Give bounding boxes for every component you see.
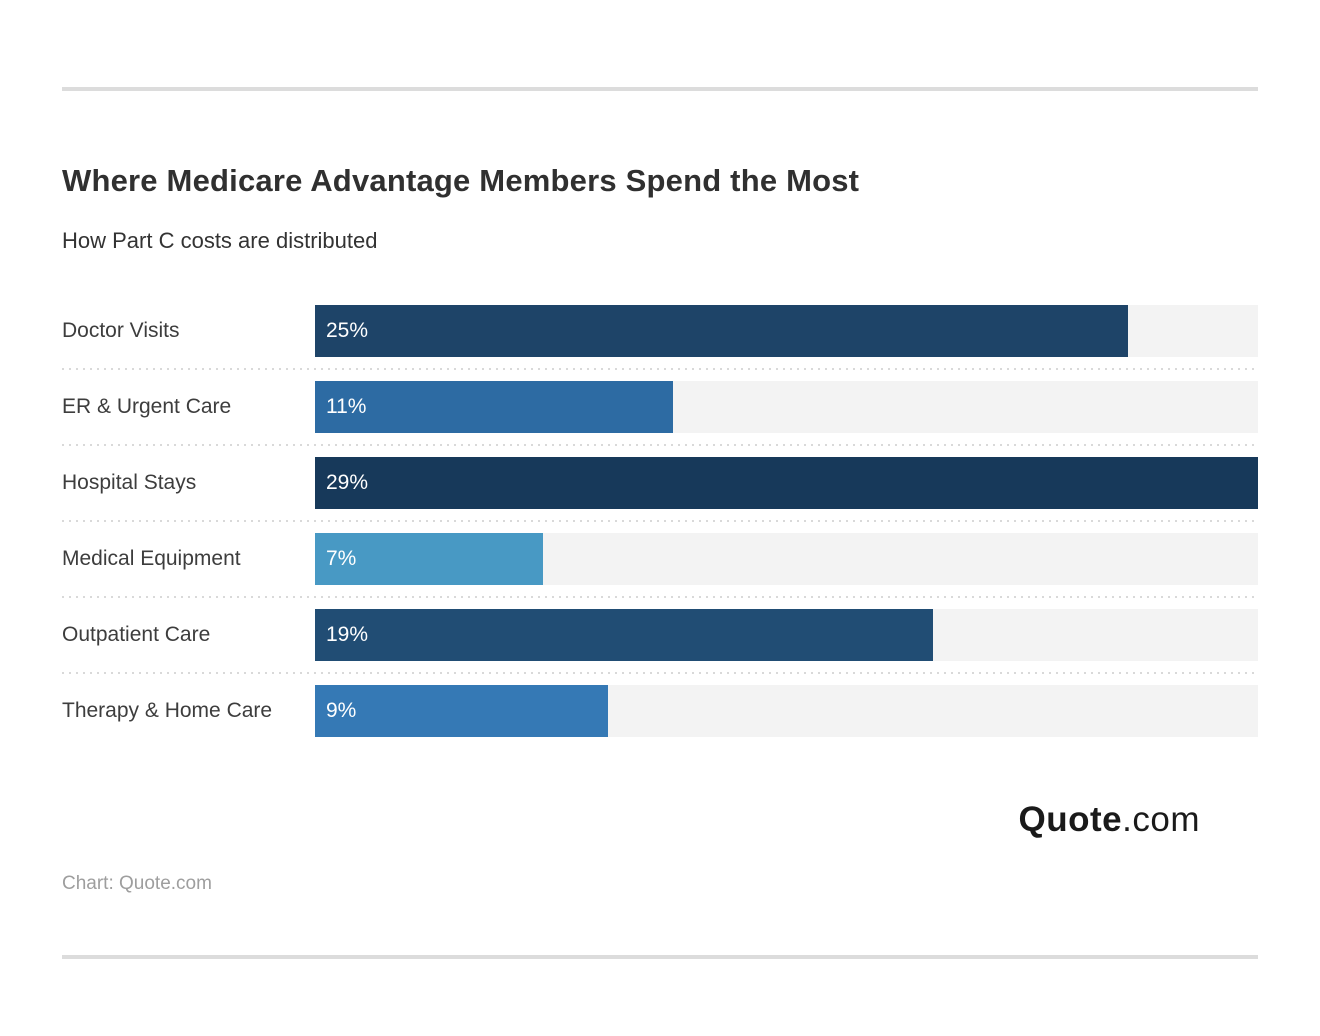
chart-row: Doctor Visits 25% [62, 305, 1258, 357]
bottom-divider [62, 955, 1258, 959]
category-label: ER & Urgent Care [62, 395, 232, 418]
chart-row: Therapy & Home Care 9% [62, 685, 1258, 737]
bar-value-label: 19% [326, 623, 369, 646]
bar-chart: Doctor Visits 25% ER & Urgent Care 11% [62, 305, 1258, 737]
bar-value-label: 25% [326, 319, 369, 342]
chart-subtitle: How Part C costs are distributed [62, 228, 378, 253]
bar-track: 19% [315, 609, 1258, 661]
bar-value-label: 11% [326, 395, 367, 418]
chart-row-wrap: Doctor Visits 25% [62, 305, 1258, 370]
category-label: Medical Equipment [62, 547, 241, 570]
logo-secondary-text: .com [1122, 800, 1200, 839]
category-label: Outpatient Care [62, 623, 211, 646]
bar-track: 25% [315, 305, 1258, 357]
logo-primary-text: Quote [1018, 800, 1123, 839]
chart-row-wrap: Medical Equipment 7% [62, 533, 1258, 598]
row-separator [62, 520, 1258, 522]
chart-title: Where Medicare Advantage Members Spend t… [62, 163, 860, 198]
row-separator [62, 444, 1258, 446]
bar-track: 11% [315, 381, 1258, 433]
chart-row-wrap: Outpatient Care 19% [62, 609, 1258, 674]
bar: 19% [315, 609, 933, 661]
chart-row: ER & Urgent Care 11% [62, 381, 1258, 433]
row-separator [62, 596, 1258, 598]
bar: 9% [315, 685, 608, 737]
category-label: Therapy & Home Care [62, 699, 273, 722]
chart-row-wrap: Hospital Stays 29% [62, 457, 1258, 522]
chart-source-caption: Chart: Quote.com [62, 873, 212, 894]
page: Where Medicare Advantage Members Spend t… [0, 87, 1320, 1036]
bar: 11% [315, 381, 673, 433]
category-label: Hospital Stays [62, 471, 197, 494]
bar-track: 29% [315, 457, 1258, 509]
bar-value-label: 29% [326, 471, 369, 494]
bar: 7% [315, 533, 543, 585]
bar-track: 9% [315, 685, 1258, 737]
row-separator [62, 368, 1258, 370]
chart-row-wrap: ER & Urgent Care 11% [62, 381, 1258, 446]
chart-row: Hospital Stays 29% [62, 457, 1258, 509]
category-label: Doctor Visits [62, 319, 180, 342]
bar: 29% [315, 457, 1258, 509]
bar-track: 7% [315, 533, 1258, 585]
chart-row-wrap: Therapy & Home Care 9% [62, 685, 1258, 737]
chart-row: Outpatient Care 19% [62, 609, 1258, 661]
bar: 25% [315, 305, 1128, 357]
chart-row: Medical Equipment 7% [62, 533, 1258, 585]
brand-logo: Quote.com [62, 800, 1258, 840]
bar-value-label: 9% [326, 699, 357, 722]
bar-value-label: 7% [326, 547, 357, 570]
top-divider [62, 87, 1258, 91]
row-separator [62, 672, 1258, 674]
